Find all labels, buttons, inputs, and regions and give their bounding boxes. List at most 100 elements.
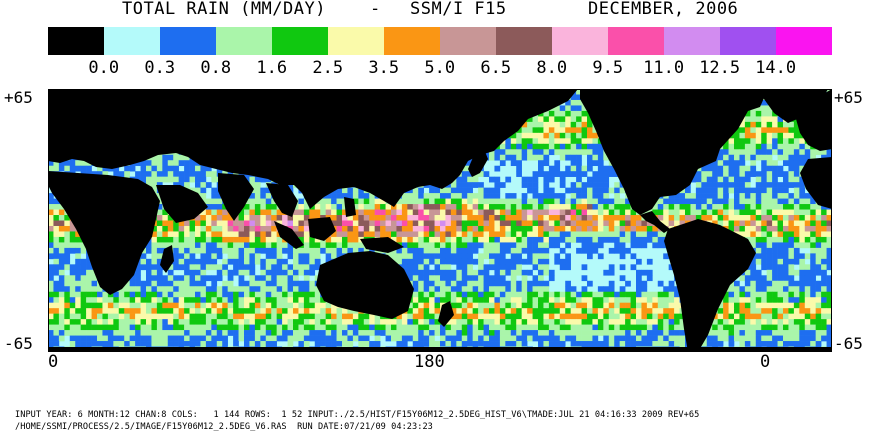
rain-cell	[472, 204, 479, 210]
rain-cell	[766, 220, 773, 227]
rain-cell	[418, 258, 424, 265]
rain-cell	[58, 253, 65, 260]
rain-cell	[260, 198, 267, 205]
rain-cell	[543, 231, 550, 238]
rain-cell	[728, 165, 735, 172]
rain-cell	[282, 242, 288, 249]
rain-cell	[543, 209, 550, 216]
rain-cell	[603, 204, 610, 210]
rain-cell	[401, 204, 408, 210]
rain-cell	[685, 187, 691, 194]
rain-cell	[565, 220, 571, 227]
rain-cell	[625, 236, 631, 243]
rain-cell	[244, 258, 250, 265]
rain-cell	[254, 280, 261, 287]
rain-cell	[750, 225, 757, 232]
rain-cell	[69, 247, 76, 254]
rain-cell	[608, 171, 615, 177]
rain-cell	[777, 258, 784, 265]
rain-cell	[761, 187, 767, 194]
rain-cell	[527, 253, 533, 260]
rain-cell	[244, 215, 250, 221]
rain-cell	[309, 286, 316, 293]
rain-cell	[625, 215, 631, 221]
rain-cell	[587, 215, 593, 221]
rain-cell	[450, 220, 457, 227]
rain-cell	[587, 236, 593, 243]
rain-cell	[260, 215, 267, 221]
rain-cell	[510, 280, 517, 287]
rain-cell	[592, 149, 599, 156]
rain-cell	[445, 253, 452, 260]
rain-cell	[777, 280, 784, 287]
rain-cell	[423, 215, 430, 221]
rain-cell	[543, 149, 550, 156]
rain-cell	[293, 220, 299, 227]
rain-cell	[287, 253, 294, 260]
rain-cell	[467, 204, 473, 210]
rain-cell	[734, 198, 740, 205]
rain-cell	[205, 258, 212, 265]
rain-cell	[69, 291, 76, 298]
rain-cell	[331, 209, 337, 216]
rain-cell	[227, 275, 234, 282]
rain-cell	[271, 198, 277, 205]
rain-cell	[690, 215, 697, 221]
rain-cell	[777, 127, 784, 134]
rain-cell	[565, 264, 571, 271]
rain-cell	[510, 264, 517, 271]
rain-cell	[793, 253, 800, 260]
rain-cell	[494, 253, 501, 260]
rain-cell	[499, 215, 506, 221]
rain-cell	[772, 160, 778, 167]
rain-cell	[260, 209, 267, 216]
rain-cell	[559, 110, 566, 117]
rain-cell	[777, 116, 784, 123]
rain-cell	[440, 187, 446, 194]
rain-cell	[810, 198, 816, 205]
rain-cell	[777, 171, 784, 177]
rain-cell	[412, 204, 419, 210]
rain-cell	[761, 264, 767, 271]
rain-cell	[391, 236, 397, 243]
rain-cell	[723, 187, 729, 194]
rain-cell	[167, 280, 174, 287]
rain-cell	[178, 171, 185, 177]
rain-cell	[712, 198, 718, 205]
rain-cell	[456, 275, 463, 282]
rain-cell	[69, 275, 76, 282]
rain-cell	[249, 247, 256, 254]
rain-cell	[483, 225, 490, 232]
rain-cell	[565, 116, 571, 123]
rain-cell	[271, 264, 277, 271]
rain-cell	[728, 187, 735, 194]
rain-cell	[810, 231, 816, 238]
rain-cell	[548, 176, 555, 183]
rain-cell	[80, 247, 87, 254]
rain-cell	[287, 182, 294, 188]
rain-cell	[766, 275, 773, 282]
rain-cell	[538, 209, 544, 216]
rain-cell	[249, 198, 256, 205]
rain-cell	[701, 209, 708, 216]
rain-cell	[641, 280, 648, 287]
rain-cell	[499, 160, 506, 167]
rain-cell	[597, 225, 604, 232]
rain-cell	[565, 127, 571, 134]
rain-cell	[238, 258, 245, 265]
rain-cell	[777, 132, 784, 139]
rain-cell	[766, 236, 773, 243]
rain-cell	[135, 171, 141, 177]
rain-cell	[195, 171, 201, 177]
rain-cell	[744, 209, 751, 216]
rain-cell	[450, 209, 457, 216]
rain-cell	[489, 280, 495, 287]
rain-cell	[178, 242, 185, 249]
rain-cell	[429, 209, 435, 216]
rain-cell	[527, 242, 533, 249]
rain-cell	[222, 220, 228, 227]
rain-cell	[162, 154, 169, 161]
rain-cell	[587, 143, 593, 150]
rain-cell	[429, 253, 435, 260]
rain-cell	[156, 253, 163, 260]
